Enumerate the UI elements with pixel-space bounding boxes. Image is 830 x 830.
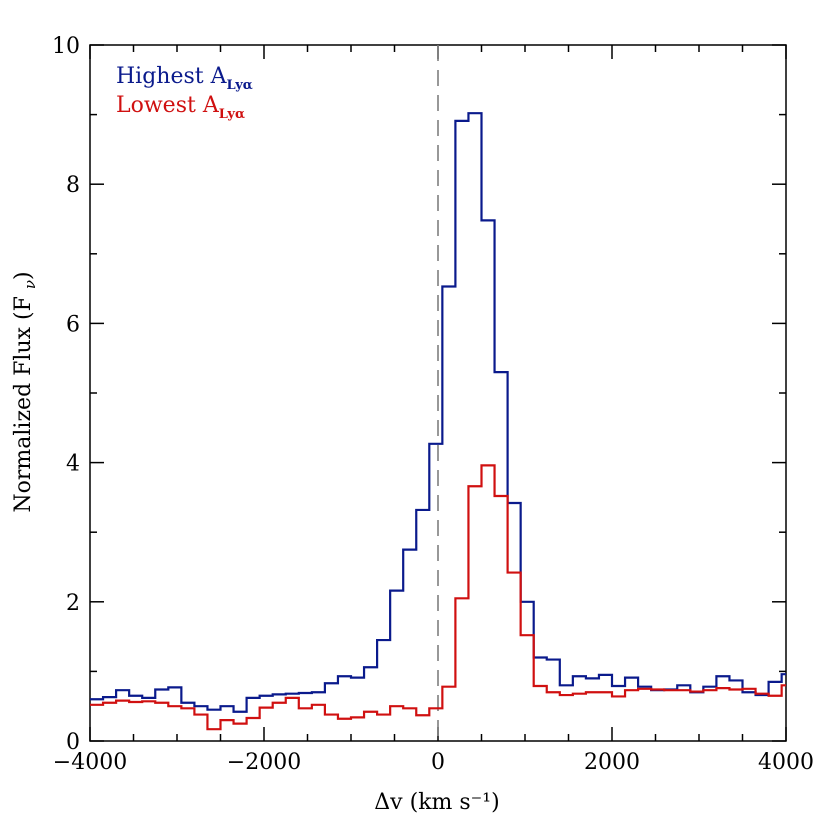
- x-axis-title: Δv (km s⁻¹): [374, 790, 499, 815]
- svg-text:Normalized Flux (F ν): Normalized Flux (F ν): [11, 271, 39, 512]
- y-tick-label: 0: [66, 730, 80, 755]
- axis-tick-labels: −4000 −2000 0 2000 4000 0 2 4 6 8 10: [52, 34, 814, 775]
- legend-label-highest: Highest ALyα: [116, 64, 253, 93]
- y-axis-title-rest: ): [11, 271, 36, 280]
- y-axis-title: Normalized Flux (F ν): [11, 271, 39, 512]
- x-tick-label: −4000: [53, 750, 127, 775]
- y-axis-title-subscript: ν: [21, 280, 39, 289]
- x-tick-label: 2000: [584, 750, 640, 775]
- x-tick-label: −2000: [227, 750, 301, 775]
- y-tick-label: 8: [66, 173, 80, 198]
- legend-label-lowest: Lowest ALyα: [116, 93, 245, 122]
- x-tick-label: 4000: [758, 750, 814, 775]
- series-lowest-line: [90, 464, 786, 731]
- series-layer: [90, 45, 786, 741]
- y-axis-title-text: Normalized Flux (F: [11, 296, 36, 512]
- y-tick-label: 10: [52, 34, 80, 59]
- y-tick-label: 4: [66, 452, 80, 477]
- series-highest-line: [90, 112, 786, 713]
- y-tick-label: 2: [66, 591, 80, 616]
- y-tick-label: 6: [66, 312, 80, 337]
- axis-ticks: [89, 44, 787, 742]
- x-tick-label: 0: [431, 750, 445, 775]
